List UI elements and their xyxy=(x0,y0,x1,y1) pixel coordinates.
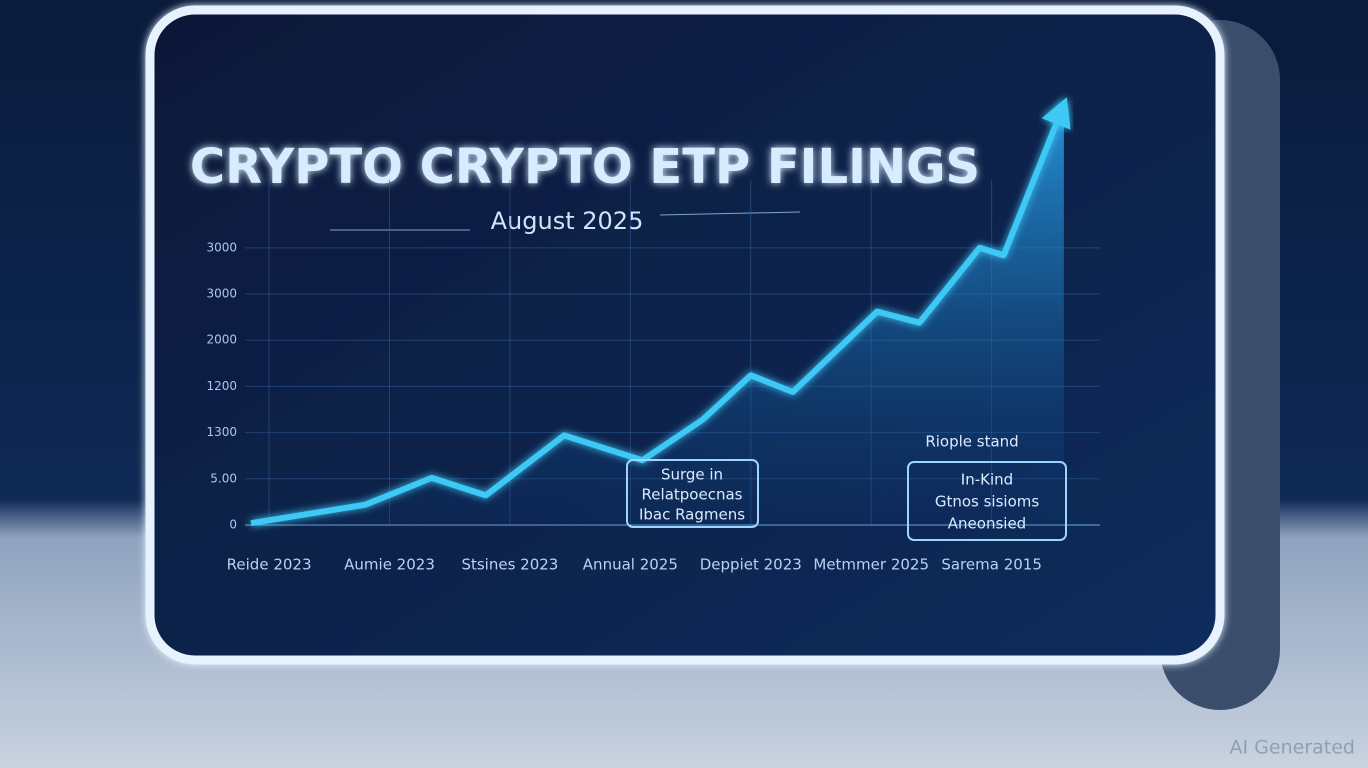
annotation-1: Surge in Relatpoecnas Ibac Ragmens xyxy=(626,459,759,528)
annotation-text: Gtnos sisioms xyxy=(935,493,1040,511)
y-tick-label: 3000 xyxy=(206,287,237,301)
y-tick-label: 5.00 xyxy=(210,471,237,485)
y-tick-label: 1300 xyxy=(206,425,237,439)
plot: 0 5.00 1300 1200 2000 3000 3000 Reide 2023 Aumie… xyxy=(206,97,1100,574)
area xyxy=(251,104,1064,525)
chart-subtitle: August 2025 xyxy=(491,207,644,235)
x-tick-label: Aumie 2023 xyxy=(344,556,435,574)
x-tick-label: Annual 2025 xyxy=(583,556,678,574)
y-tick-label: 1200 xyxy=(206,379,237,393)
annotation-text: Ibac Ragmens xyxy=(639,506,745,524)
chart-title: CRYPTO CRYPTO ETP FILINGS xyxy=(190,139,980,195)
annotation-text: Aneonsied xyxy=(948,515,1026,533)
annotation-text: Riople stand xyxy=(925,433,1018,451)
line xyxy=(250,103,1067,527)
x-tick-label: Deppiet 2023 xyxy=(700,556,802,574)
arrow-head xyxy=(1041,97,1071,130)
annotation-text: Relatpoecnas xyxy=(642,486,743,504)
annotation-box xyxy=(626,459,759,528)
watermark: AI Generated xyxy=(1230,737,1355,759)
x-tick-label: Metmmer 2025 xyxy=(813,556,929,574)
y-tick-label: 0 xyxy=(229,518,237,532)
y-tick-label: 3000 xyxy=(206,240,237,254)
x-tick-label: Sarema 2015 xyxy=(941,556,1042,574)
x-tick-label: Reide 2023 xyxy=(227,556,312,574)
annotation-box xyxy=(907,461,1067,541)
subtitle-rule xyxy=(659,211,801,216)
y-tick-label: 2000 xyxy=(206,333,237,347)
x-tick-label: Stsines 2023 xyxy=(461,556,558,574)
annotation-text: In-Kind xyxy=(961,471,1013,489)
annotation-3: In-Kind Gtnos sisioms Aneonsied xyxy=(907,461,1067,541)
annotation-text: Surge in xyxy=(661,466,723,484)
